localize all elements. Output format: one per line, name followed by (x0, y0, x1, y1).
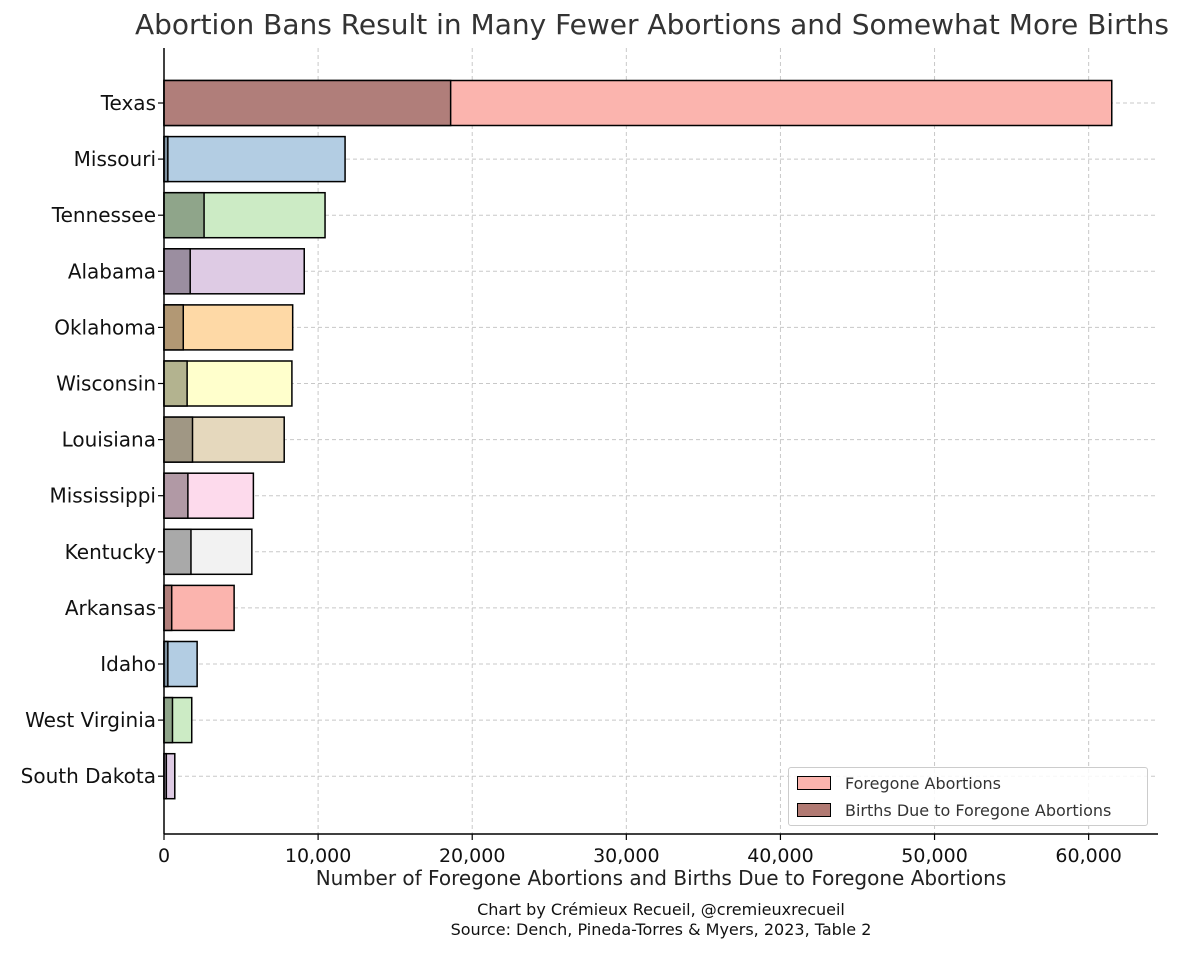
y-tick-label: Mississippi (49, 484, 156, 508)
x-tick-label: 50,000 (901, 845, 967, 867)
bar-births (163, 304, 185, 351)
legend-label-births: Births Due to Foregone Abortions (845, 800, 1112, 820)
y-tick-label: Tennessee (51, 203, 156, 227)
y-tick-label: South Dakota (21, 764, 156, 788)
legend-swatch-births (797, 803, 831, 817)
bar-foregone-abortions (163, 304, 294, 351)
y-tick-label: West Virginia (25, 708, 156, 732)
y-tick-label: Idaho (100, 652, 156, 676)
bar-births (163, 79, 452, 127)
y-tick-label: Wisconsin (56, 372, 156, 396)
x-axis-label: Number of Foregone Abortions and Births … (315, 866, 1007, 890)
bar-births (163, 696, 174, 744)
bar-foregone-abortions (163, 584, 235, 632)
x-tick-label: 40,000 (747, 845, 813, 867)
bar-births (163, 472, 189, 519)
bar-births (163, 360, 188, 407)
x-tick-label: 0 (158, 845, 170, 867)
legend: Foregone Abortions Births Due to Foregon… (788, 767, 1148, 826)
bar-births (163, 191, 205, 239)
axes (158, 48, 1158, 840)
x-tick-label: 10,000 (285, 845, 351, 867)
caption-source: Source: Dench, Pineda-Torres & Myers, 20… (450, 920, 872, 939)
y-tick-label: Arkansas (65, 596, 156, 620)
bar-births (163, 528, 192, 576)
caption-credit: Chart by Crémieux Recueil, @cremieuxrecu… (477, 900, 845, 919)
y-tick-label: Texas (100, 91, 156, 115)
chart-caption: Chart by Crémieux Recueil, @cremieuxrecu… (164, 900, 1158, 940)
bar-births (163, 248, 191, 295)
tick-labels: 0 10,000 20,000 30,000 40,000 50,000 60,000 Tex… (21, 91, 1122, 867)
x-tick-label: 20,000 (439, 845, 505, 867)
bar-births (163, 416, 194, 463)
y-tick-label: Missouri (74, 147, 156, 171)
bar-foregone-abortions (163, 135, 346, 183)
y-tick-label: Kentucky (65, 540, 156, 564)
bar-foregone-abortions (163, 640, 198, 688)
legend-swatch-foregone-abortions (797, 776, 831, 790)
bars (163, 79, 1113, 800)
chart-title: Abortion Bans Result in Many Fewer Abort… (135, 8, 1169, 41)
legend-entry-births: Births Due to Foregone Abortions (797, 799, 1111, 821)
legend-entry-foregone-abortions: Foregone Abortions (797, 772, 1001, 794)
bar-births (163, 584, 173, 632)
y-tick-label: Louisiana (62, 428, 156, 452)
x-tick-label: 30,000 (593, 845, 659, 867)
x-tick-label: 60,000 (1055, 845, 1121, 867)
y-tick-label: Oklahoma (54, 315, 156, 339)
y-tick-label: Alabama (68, 259, 156, 283)
legend-label-foregone-abortions: Foregone Abortions (845, 773, 1001, 793)
